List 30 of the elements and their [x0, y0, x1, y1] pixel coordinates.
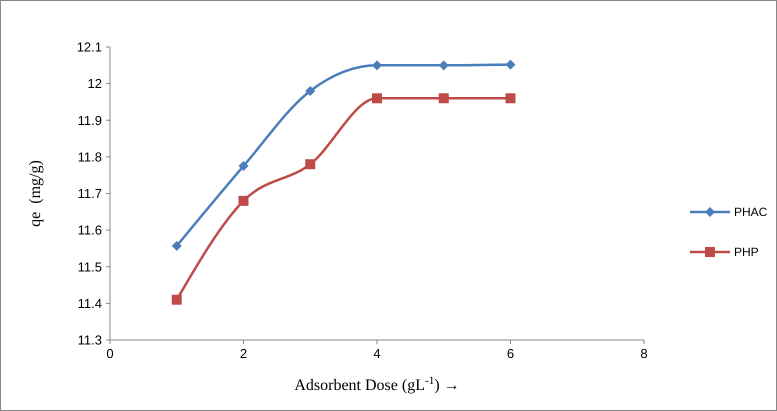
point — [238, 196, 248, 206]
x-tick-label: 2 — [240, 346, 248, 361]
y-tick-label: 11.5 — [78, 259, 102, 274]
y-axis-title: qe (mg/g) — [27, 160, 44, 227]
y-tick-label: 11.7 — [78, 186, 102, 202]
point — [172, 240, 182, 251]
point — [238, 161, 248, 172]
point — [438, 60, 449, 70]
point — [305, 159, 316, 170]
point — [305, 86, 316, 96]
point — [506, 60, 516, 70]
point — [172, 294, 182, 305]
point — [438, 93, 449, 104]
y-tick-label: 12 — [88, 76, 102, 92]
y-tick-label: 11.9 — [78, 112, 102, 128]
legend-label: PHP — [734, 245, 759, 260]
y-tick-label: 12.1 — [76, 40, 102, 55]
x-axis-title: Adsorbent Dose (gL$^{-1}$) → — [294, 375, 460, 394]
y-tick-label: 11.8 — [78, 149, 102, 164]
x-tick-label: 8 — [640, 346, 648, 361]
point — [372, 60, 382, 70]
x-tick-label: 0 — [106, 346, 114, 361]
point — [506, 93, 516, 104]
y-tick-label: 11.3 — [78, 332, 102, 348]
y-tick-label: 11.4 — [78, 296, 102, 311]
x-tick-label: 4 — [373, 346, 381, 361]
x-tick-label: 6 — [506, 346, 514, 361]
y-tick-label: 11.6 — [78, 222, 102, 238]
point — [372, 93, 382, 104]
legend-label: PHAC — [734, 205, 768, 220]
